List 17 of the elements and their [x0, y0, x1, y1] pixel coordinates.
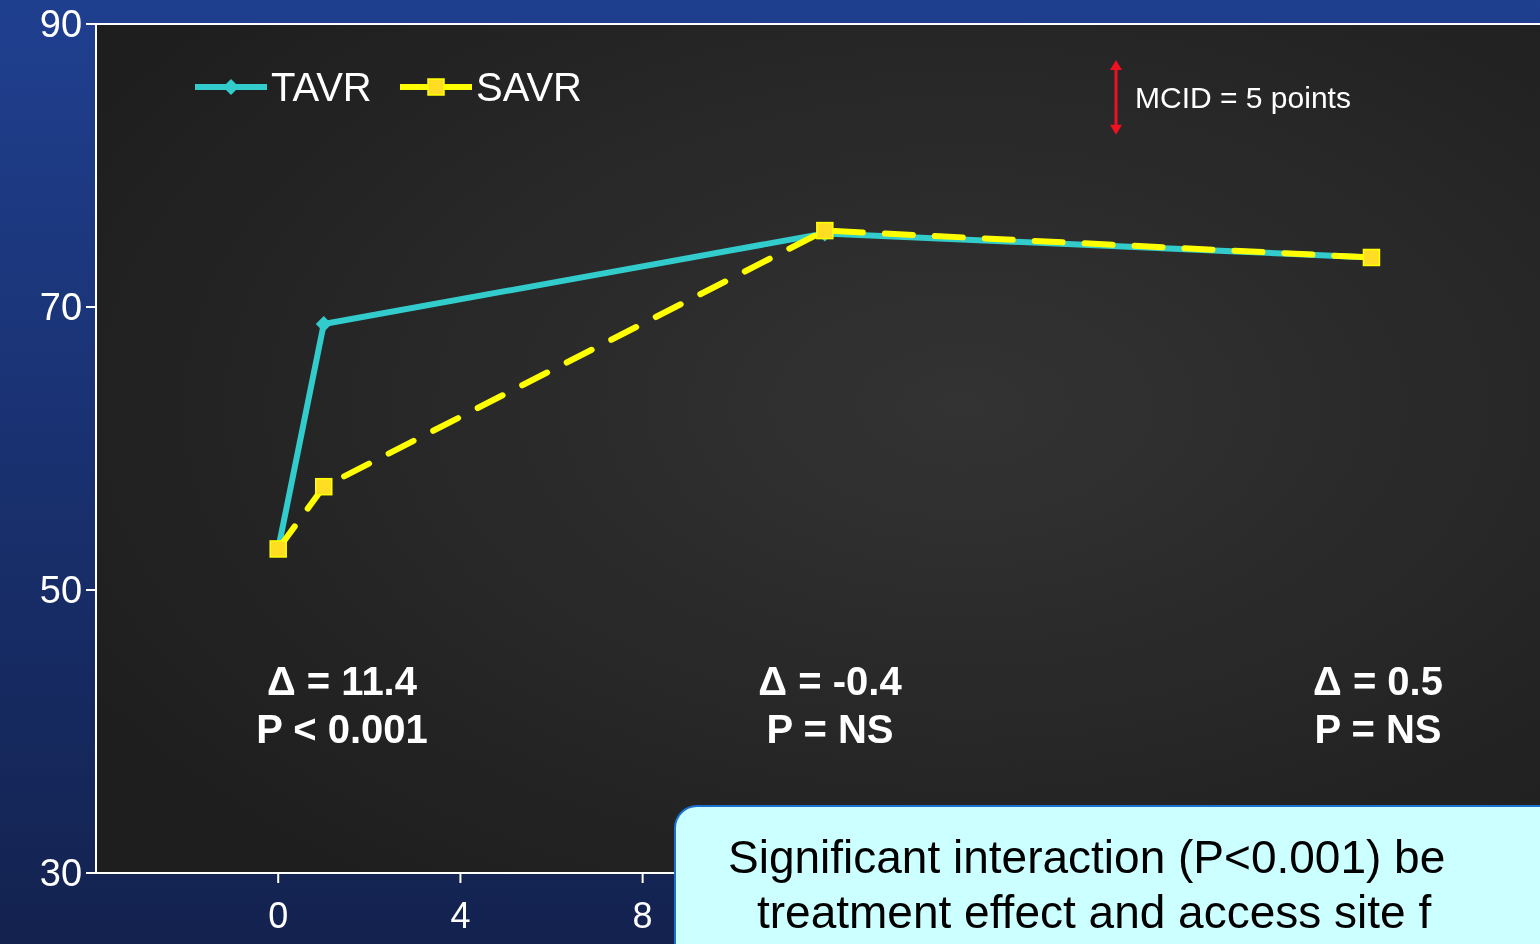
annotation: MCID = 5 points — [1135, 80, 1351, 114]
x-tick-label: 4 — [450, 895, 471, 936]
annotation: Δ = 0.5 P = NS — [1313, 659, 1443, 751]
annotation: Significant interaction (P<0.001) be treatment effect and access site f — [728, 831, 1446, 938]
annotation: Δ = 11.4 P < 0.001 — [256, 659, 428, 751]
x-tick-label: 8 — [632, 895, 653, 936]
x-tick-label: 0 — [268, 895, 289, 936]
legend-label: TAVR — [271, 65, 372, 109]
point — [315, 477, 333, 496]
y-tick-label: 70 — [39, 286, 83, 329]
annotation: Δ = -0.4 P = NS — [758, 659, 903, 751]
point — [315, 315, 332, 332]
point — [816, 221, 834, 240]
y-tick-label: 50 — [39, 569, 83, 612]
legend-label: SAVR — [476, 65, 582, 109]
y-tick-label: 90 — [39, 3, 83, 46]
y-tick-label: 30 — [39, 852, 83, 895]
